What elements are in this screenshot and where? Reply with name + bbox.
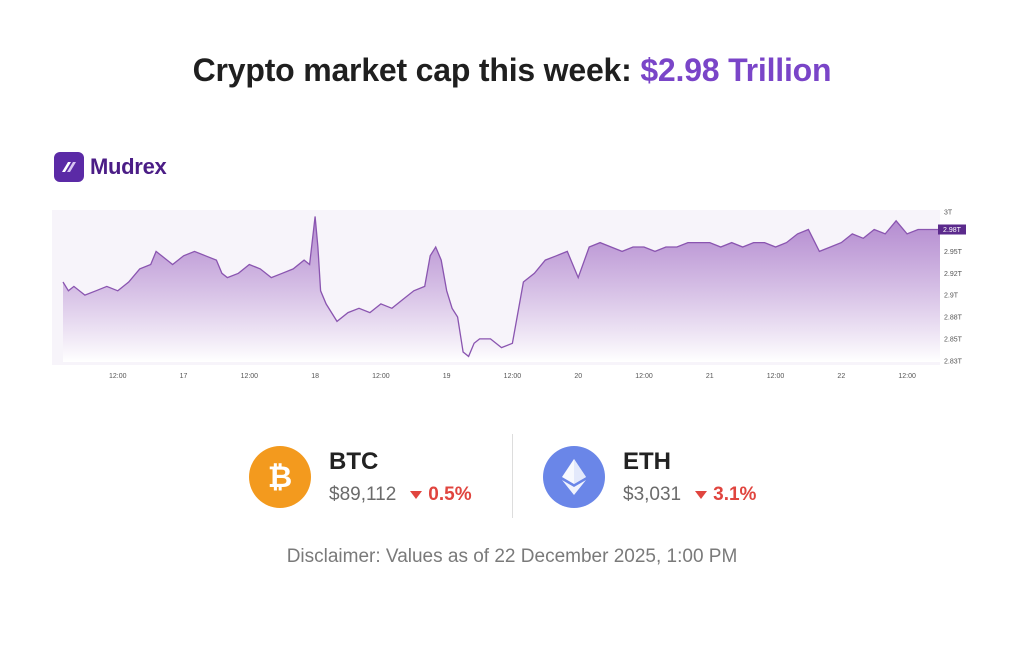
coin-symbol: ETH: [623, 448, 671, 475]
page-title: Crypto market cap this week: $2.98 Trill…: [0, 52, 1024, 89]
x-tick-label: 12:00: [504, 373, 522, 380]
coin-divider: [512, 434, 513, 518]
x-tick-label: 22: [837, 373, 845, 380]
down-triangle-icon: [410, 491, 423, 499]
coin-change: 3.1%: [687, 483, 756, 507]
x-tick-label: 12:00: [372, 373, 390, 380]
brand-name: Mudrex: [90, 154, 167, 179]
x-tick-label: 12:00: [241, 373, 259, 380]
y-tick-label: 2.88T: [944, 315, 963, 322]
x-tick-label: 18: [311, 373, 319, 380]
x-tick-label: 17: [180, 373, 188, 380]
y-tick-label: 3T: [944, 210, 953, 217]
x-tick-label: 12:00: [109, 373, 127, 380]
disclaimer: Disclaimer: Values as of 22 December 202…: [286, 546, 738, 567]
title-prefix: Crypto market cap this week:: [192, 52, 632, 88]
bitcoin-icon: ₿: [249, 446, 311, 508]
down-triangle-icon: [695, 491, 708, 499]
coin-btc[interactable]: ₿ BTC $89,112 0.5%: [249, 444, 472, 510]
y-tick-label: 2.83T: [944, 358, 963, 365]
x-tick-label: 12:00: [767, 373, 785, 380]
y-tick-label: 2.92T: [944, 271, 963, 278]
x-tick-label: 21: [706, 373, 714, 380]
coin-change-value: 0.5%: [428, 484, 472, 505]
chart-series-line: [62, 216, 940, 358]
coin-eth[interactable]: ETH $3,031 3.1%: [543, 444, 756, 510]
x-axis-ticks: 12:00 17 12:00 18 12:00 19 12:00 20 12:00 21 12:00…: [109, 373, 916, 380]
svg-text:₿: ₿: [268, 461, 292, 494]
coin-symbol: BTC: [329, 448, 379, 475]
y-tick-label: 2.85T: [944, 336, 963, 343]
market-cap-chart: 3T 2.98T 2.95T 2.92T 2.9T 2.88T 2.85T 2.83T 12:…: [52, 210, 966, 380]
chart-area-fill: [63, 216, 940, 362]
current-value-badge: 2.98T: [938, 224, 966, 235]
coin-change-value: 3.1%: [713, 484, 757, 505]
coin-price: $89,112: [329, 484, 397, 505]
y-tick-label: 2.9T: [944, 293, 959, 300]
x-tick-label: 20: [574, 373, 582, 380]
x-tick-label: 19: [443, 373, 451, 380]
title-market-cap-value: $2.98 Trillion: [640, 52, 832, 88]
ethereum-icon: [543, 446, 605, 508]
x-tick-label: 12:00: [635, 373, 653, 380]
current-value-label: 2.98T: [943, 227, 962, 234]
coin-price: $3,031: [623, 484, 682, 505]
brand-logo: Mudrex: [54, 152, 167, 182]
x-tick-label: 12:00: [898, 373, 916, 380]
mudrex-logo-icon: [54, 152, 84, 182]
current-value-badge-bg: [938, 224, 966, 235]
y-tick-label: 2.95T: [944, 249, 963, 256]
coin-change: 0.5%: [402, 483, 472, 507]
